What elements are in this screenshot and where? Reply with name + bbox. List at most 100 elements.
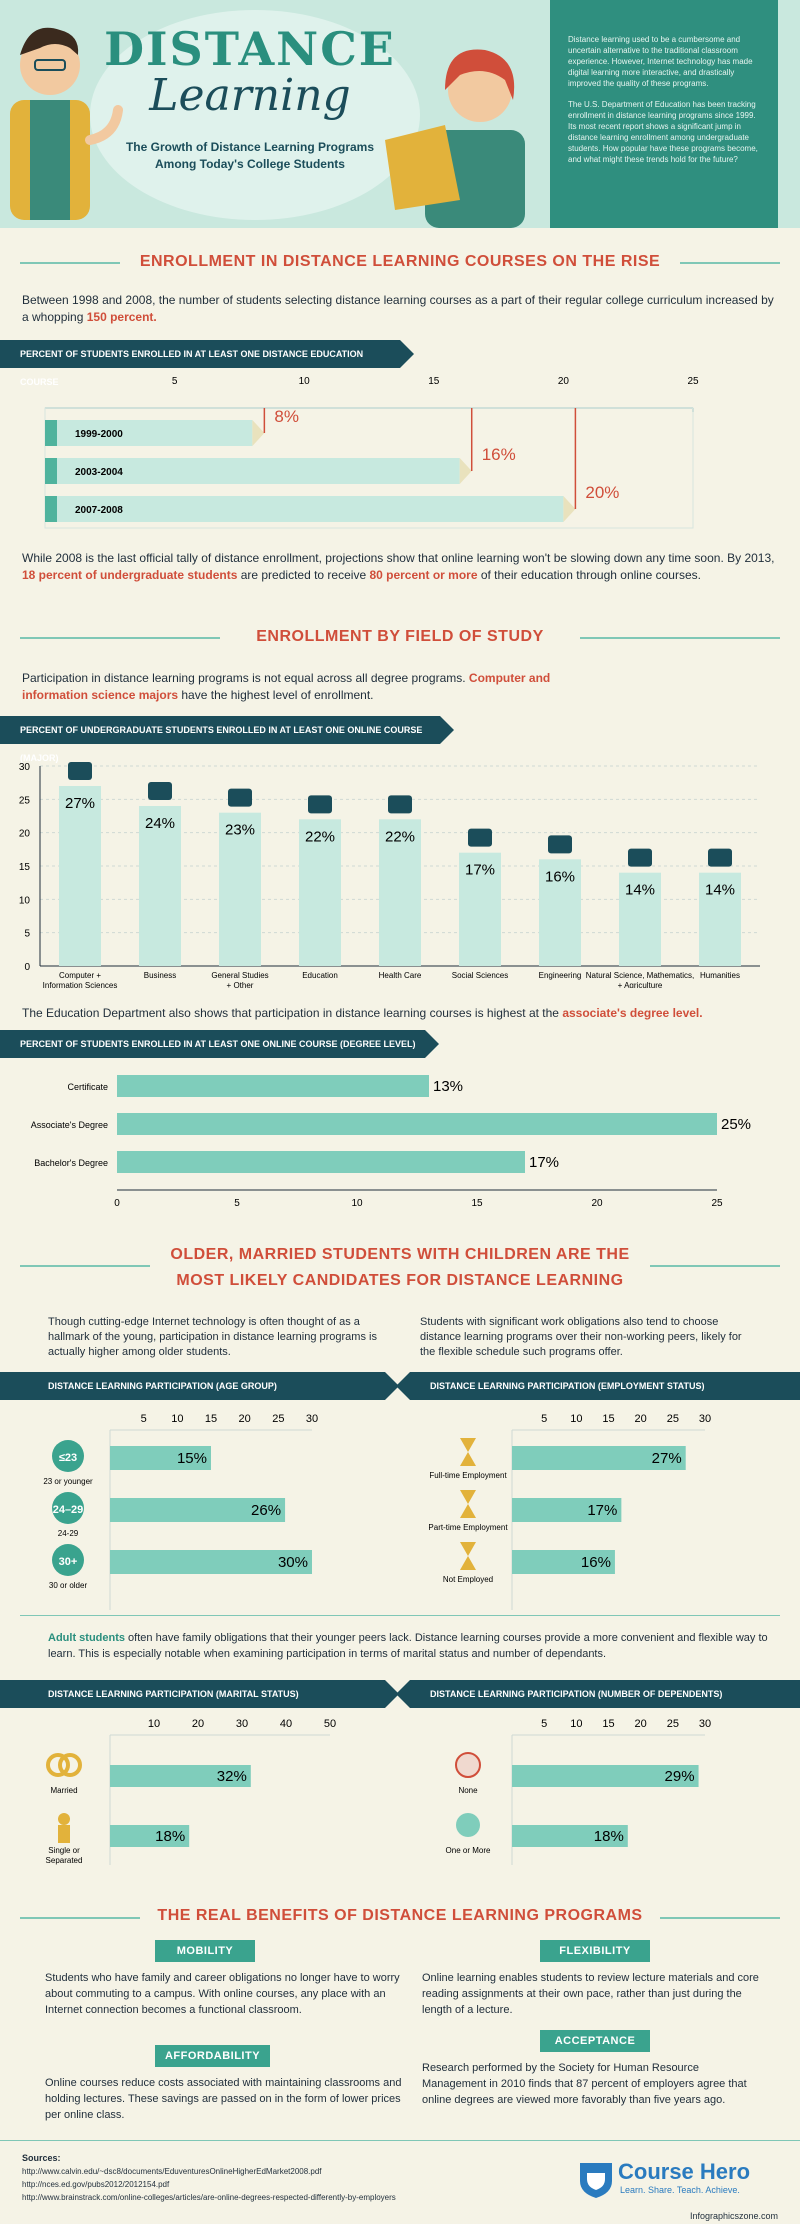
projection-highlight-2: 80 percent or more (369, 568, 478, 582)
chart3-banner: PERCENT OF STUDENTS ENROLLED IN AT LEAST… (0, 1030, 439, 1058)
category-label: Social Sciences (452, 971, 508, 980)
bar (117, 1113, 717, 1135)
bar (45, 496, 564, 522)
atom-icon (628, 848, 652, 867)
age-badge: 30+ (59, 1556, 78, 1568)
category-label: Natural Science, Mathematics, (586, 971, 695, 980)
student-male-illustration (10, 27, 123, 220)
title-line1: DISTANCE (104, 22, 396, 76)
value-label: 27% (65, 795, 95, 812)
x-tick-label: 30 (236, 1718, 248, 1730)
section3-text-left: Though cutting-edge Internet technology … (48, 1316, 377, 1358)
adult-highlight: Adult students (48, 1632, 125, 1644)
student-female-illustration (385, 49, 525, 228)
value-label: 18% (155, 1828, 185, 1845)
section1-intro: Between 1998 and 2008, the number of stu… (22, 292, 782, 326)
chart-emp-banner: DISTANCE LEARNING PARTICIPATION (EMPLOYM… (396, 1372, 800, 1400)
category-label: Married (50, 1786, 77, 1795)
category-label-2: Separated (46, 1856, 83, 1865)
category-label: 30 or older (49, 1581, 88, 1590)
section2-intro: Participation in distance learning progr… (22, 670, 602, 704)
bar (512, 1825, 628, 1847)
projection-text-2: are predicted to receive (237, 568, 370, 582)
value-label: 13% (433, 1078, 463, 1095)
bar (512, 1498, 622, 1522)
value-label: 17% (465, 862, 495, 879)
divider-right (660, 1917, 780, 1919)
divider-left (20, 1917, 140, 1919)
bar (110, 1550, 312, 1574)
x-tick-label: 15 (205, 1413, 217, 1425)
x-tick-label: 10 (570, 1718, 582, 1730)
x-tick-label: 20 (192, 1718, 204, 1730)
bar-cap (45, 496, 57, 522)
mobility-tag: MOBILITY (155, 1940, 255, 1962)
x-tick-label: 20 (558, 376, 570, 387)
value-label: 32% (217, 1768, 247, 1785)
apple-icon (308, 795, 332, 814)
x-tick-label: 15 (471, 1198, 483, 1209)
y-tick-label: 25 (19, 795, 31, 806)
chart2-banner: PERCENT OF UNDERGRADUATE STUDENTS ENROLL… (0, 716, 454, 763)
bar (219, 812, 261, 966)
source-3[interactable]: http://www.brainstrack.com/online-colleg… (22, 2193, 396, 2202)
affordability-text: Online courses reduce costs associated w… (45, 2077, 402, 2121)
category-label: Full-time Employment (429, 1471, 507, 1480)
bar (110, 1446, 211, 1470)
category-label: 1999-2000 (75, 429, 123, 440)
x-tick-label: 15 (602, 1718, 614, 1730)
value-label: 16% (482, 445, 516, 464)
gears-icon (548, 835, 572, 854)
category-label: Not Employed (443, 1575, 493, 1584)
rings-icon (46, 1753, 70, 1777)
source-1[interactable]: http://www.calvin.edu/~dsc8/documents/Ed… (22, 2167, 322, 2176)
bar (45, 458, 460, 484)
value-label: 26% (251, 1502, 281, 1519)
value-label: 27% (652, 1450, 682, 1467)
major-chart: 0 5 10 15 20 25 30 27% Computer +Information Sci… (19, 762, 760, 988)
value-label: 18% (594, 1828, 624, 1845)
bar (512, 1765, 699, 1787)
degree-chart: 13% Certificate 25% Associate's Degree 17% Ba… (31, 1075, 751, 1209)
bar (459, 852, 501, 966)
header: DISTANCE Learning The Growth of Distance… (0, 0, 800, 228)
category-label: Computer + (59, 971, 101, 980)
x-tick-label: 25 (667, 1413, 679, 1425)
value-label: 23% (225, 822, 255, 839)
sources-label: Sources: (22, 2153, 61, 2163)
bar-tip (459, 458, 472, 484)
category-label: 23 or younger (43, 1477, 93, 1486)
source-2[interactable]: http://nces.ed.gov/pubs2012/2012154.pdf (22, 2180, 170, 2189)
y-tick-label: 20 (19, 829, 31, 840)
course-hero-logo-icon (580, 2163, 612, 2198)
x-tick-label: 15 (428, 376, 440, 387)
x-tick-label: 25 (272, 1413, 284, 1425)
value-label: 15% (177, 1450, 207, 1467)
section1-intro-text: Between 1998 and 2008, the number of stu… (22, 293, 774, 324)
value-label: 22% (305, 828, 335, 845)
divider-right (680, 262, 780, 264)
value-label: 20% (585, 483, 619, 502)
x-tick-label: 30 (699, 1718, 711, 1730)
value-label: 16% (581, 1554, 611, 1571)
bar-cap (45, 458, 57, 484)
age-chart: 5 10 15 20 25 30 15% ≤23 23 or younger 26% 24–29 24… (43, 1413, 318, 1610)
category-label: Associate's Degree (31, 1120, 108, 1130)
bar (117, 1075, 429, 1097)
x-tick-label: 30 (306, 1413, 318, 1425)
degree-text: The Education Department also shows that… (22, 1006, 563, 1020)
x-tick-label: 30 (699, 1413, 711, 1425)
category-label: 24-29 (58, 1529, 79, 1538)
dependents-chart: 5 10 15 20 25 30 29% None 18% One or More (446, 1718, 711, 1865)
value-label: 25% (721, 1116, 751, 1133)
bandage-icon (388, 795, 412, 814)
value-label: 22% (385, 828, 415, 845)
chart-marital-banner: DISTANCE LEARNING PARTICIPATION (MARITAL… (0, 1680, 399, 1708)
category-label: Education (302, 971, 338, 980)
x-tick-label: 5 (141, 1413, 147, 1425)
rings-icon (58, 1753, 82, 1777)
bar (139, 806, 181, 966)
bar (110, 1498, 286, 1522)
subtitle-line2: Among Today's College Students (155, 157, 345, 171)
intro-paragraph-2: The U.S. Department of Education has bee… (568, 100, 758, 164)
